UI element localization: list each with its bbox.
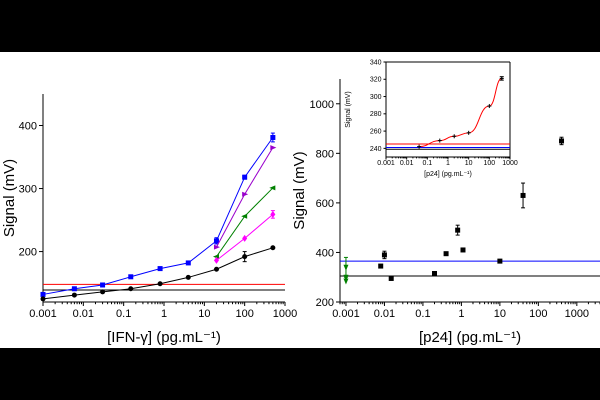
chart-p24: 0.001 0.01 0.1 1 10 100 1000 200 400 600 800 1000 [p… — [291, 79, 600, 346]
series-line — [216, 147, 274, 248]
data-point — [378, 263, 384, 269]
inset-background — [386, 62, 510, 157]
data-point — [270, 245, 276, 251]
data-point — [270, 210, 276, 218]
x-tick-label: 0.01 — [73, 308, 94, 320]
y-axis-title: Signal (mV) — [291, 151, 308, 229]
data-point — [71, 292, 77, 298]
y-tick-label: 340 — [370, 59, 382, 66]
series-line — [42, 247, 274, 300]
y-tick-label: 600 — [316, 198, 334, 210]
figure: 0.001 0.01 0.1 1 10 100 1000 200 300 400 [IFN-γ] (… — [1, 59, 600, 346]
x-tick-label: 1000 — [273, 308, 297, 320]
data-point — [213, 266, 219, 272]
data-point — [269, 185, 276, 191]
data-point — [157, 266, 163, 272]
data-point — [497, 258, 503, 264]
y-tick-label: 400 — [316, 247, 334, 259]
x-tick-label: 10 — [198, 308, 210, 320]
data-point — [242, 174, 248, 180]
y-tick-label: 400 — [19, 121, 37, 133]
x-tick-label: 1 — [458, 308, 464, 320]
data-point — [388, 275, 394, 281]
data-point — [100, 282, 106, 288]
data-point — [443, 251, 449, 257]
x-tick-label: 0.1 — [415, 308, 430, 320]
fit-curve — [419, 77, 503, 148]
x-tick-label: 0.1 — [116, 308, 131, 320]
data-point — [71, 286, 77, 292]
data-point — [185, 274, 191, 280]
chart-p24-inset: 0.001 0.01 0.1 1 10 100 1000 240 260 280 300 320 340… — [345, 59, 518, 178]
y-tick-label: 200 — [19, 247, 37, 259]
x-tick-label: 100 — [483, 160, 495, 167]
x-axis-title: [p24] (pg.mL⁻¹) — [424, 171, 472, 178]
y-tick-label: 320 — [370, 77, 382, 84]
x-tick-label: 1000 — [565, 308, 589, 320]
data-point — [559, 138, 565, 144]
x-tick-label: 1 — [161, 308, 167, 320]
data-point — [270, 134, 276, 140]
x-tick-label: 0.001 — [332, 308, 360, 320]
data-point — [270, 145, 277, 151]
x-tick-label: 1000 — [502, 160, 518, 167]
data-point — [432, 271, 438, 277]
data-point — [157, 281, 163, 287]
data-point — [100, 289, 106, 295]
figure-panel: 0.001 0.01 0.1 1 10 100 1000 200 300 400 [IFN-γ] (… — [0, 52, 600, 348]
x-tick-label: 0.01 — [374, 308, 395, 320]
data-point — [460, 247, 466, 253]
data-point — [213, 238, 219, 244]
x-tick-label: 100 — [529, 308, 547, 320]
x-tick-label: 0.1 — [422, 160, 432, 167]
x-tick-label: 0.001 — [29, 308, 57, 320]
data-point — [343, 278, 349, 285]
data-point — [381, 252, 387, 258]
data-point — [40, 296, 46, 302]
y-tick-label: 1000 — [310, 99, 334, 111]
data-point — [242, 191, 249, 197]
data-point — [455, 227, 461, 233]
x-tick-label: 100 — [235, 308, 253, 320]
y-tick-label: 200 — [316, 297, 334, 309]
data-point — [185, 260, 191, 266]
x-tick-label: 10 — [494, 308, 506, 320]
data-point — [128, 274, 134, 280]
data-point — [242, 234, 248, 242]
y-tick-label: 240 — [370, 146, 382, 153]
x-tick-label: 1 — [446, 160, 450, 167]
y-axis-title: Signal (mV) — [345, 91, 352, 128]
y-tick-label: 300 — [19, 184, 37, 196]
data-point — [241, 213, 248, 219]
x-tick-label: 0.001 — [377, 160, 395, 167]
data-point — [242, 254, 248, 260]
x-axis-title: [IFN-γ] (pg.mL⁻¹) — [107, 329, 221, 346]
data-point — [213, 256, 219, 264]
data-point — [343, 264, 349, 271]
data-point — [520, 192, 526, 198]
x-tick-label: 0.01 — [400, 160, 414, 167]
data-point — [212, 254, 219, 260]
y-tick-label: 300 — [370, 94, 382, 101]
data-point — [213, 244, 220, 250]
data-point — [343, 274, 349, 281]
x-tick-label: 10 — [465, 160, 473, 167]
y-tick-label: 260 — [370, 128, 382, 135]
data-point — [128, 286, 134, 292]
x-axis-title: [p24] (pg.mL⁻¹) — [419, 329, 521, 346]
data-point — [40, 291, 46, 297]
y-tick-label: 800 — [316, 148, 334, 160]
y-tick-label: 280 — [370, 111, 382, 118]
y-axis-title: Signal (mV) — [1, 159, 18, 237]
chart-ifn-gamma: 0.001 0.01 0.1 1 10 100 1000 200 300 400 [IFN-γ] (… — [1, 94, 297, 346]
